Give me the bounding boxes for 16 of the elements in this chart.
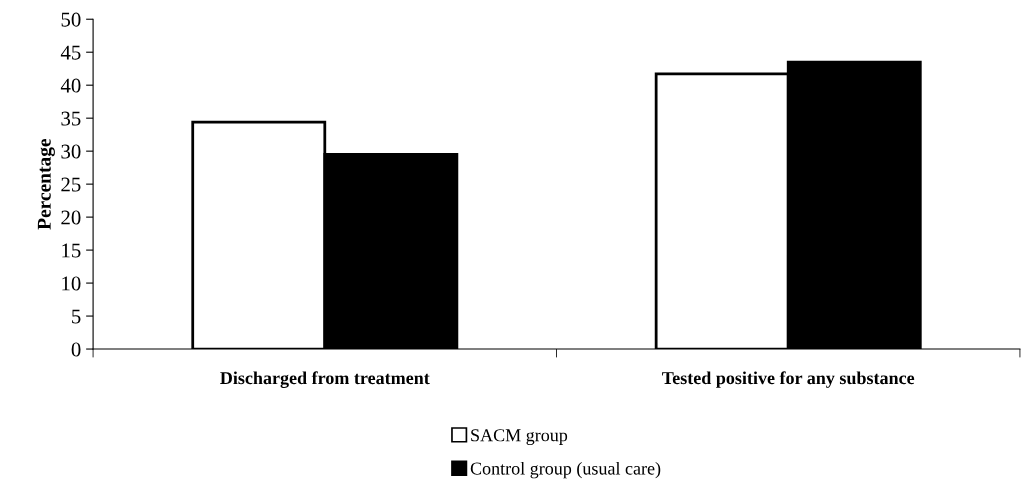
y-tick-label: 30 bbox=[61, 144, 81, 159]
legend-label: SACM group bbox=[471, 429, 568, 446]
y-tick-label: 45 bbox=[60, 45, 81, 60]
x-tick-label: Tested positive for any substance bbox=[662, 371, 915, 388]
y-tick-label: 10 bbox=[62, 276, 81, 291]
y-tick-label: 50 bbox=[61, 12, 81, 27]
y-tick-label: 0 bbox=[71, 342, 81, 357]
y-axis-title: Percentage bbox=[37, 138, 55, 230]
legend-label: Control group (usual care) bbox=[470, 461, 661, 479]
y-tick-label: 25 bbox=[61, 177, 81, 192]
y-tick-label: 40 bbox=[60, 78, 81, 93]
y-tick-label: 15 bbox=[62, 243, 81, 258]
y-tick-label: 20 bbox=[61, 210, 81, 225]
y-tick-label: 5 bbox=[72, 309, 81, 324]
x-tick-label: Discharged from treatment bbox=[220, 371, 430, 388]
y-tick-label: 35 bbox=[61, 111, 81, 126]
